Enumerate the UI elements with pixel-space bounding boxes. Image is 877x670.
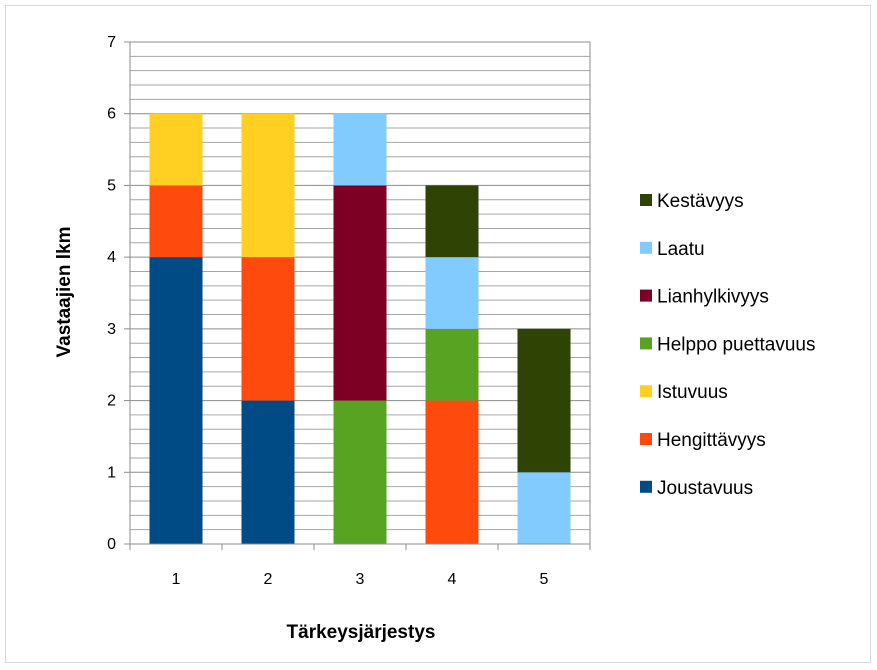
bar-1-istuvuus	[149, 113, 203, 186]
x-tick-labels: 1 2 3 4 5	[172, 571, 549, 588]
legend-label: Istuvuus	[657, 382, 728, 403]
legend-swatch	[640, 480, 652, 493]
bar-3-helppo-puettavuus	[333, 400, 387, 544]
y-tick-label: 6	[107, 106, 116, 123]
legend-swatch	[640, 385, 652, 398]
legend-label: Lianhylkivyys	[657, 287, 769, 308]
bar-4-kestävyys	[425, 185, 479, 258]
y-tick-label: 7	[107, 34, 116, 51]
legend-swatch	[640, 194, 652, 206]
bar-1-hengittävyys	[149, 185, 203, 258]
legend-label: Joustavuus	[657, 478, 753, 499]
bar-4-laatu	[425, 257, 479, 329]
legend-label: Kestävyys	[657, 191, 744, 212]
bar-3-lianhylkivyys	[333, 185, 387, 401]
bar-2-joustavuus	[241, 400, 295, 544]
legend-label: Laatu	[657, 239, 705, 260]
legend: Kestävyys Laatu Lianhylkivyys Helppo puetta…	[640, 191, 815, 499]
bar-4-hengittävyys	[425, 400, 479, 544]
legend-label: Helppo puettavuus	[657, 334, 815, 355]
bar-4-helppo-puettavuus	[425, 328, 479, 401]
y-tick-label: 4	[107, 249, 116, 266]
bar-3-laatu	[333, 113, 387, 186]
x-tick-label: 1	[172, 571, 181, 588]
y-tick-label: 1	[107, 464, 116, 481]
legend-swatch	[640, 241, 652, 254]
bar-1-joustavuus	[149, 257, 203, 544]
legend-swatch	[640, 289, 652, 302]
y-tick-label: 5	[107, 177, 116, 194]
x-tick-label: 5	[540, 571, 549, 588]
axes	[124, 41, 591, 550]
x-axis-title: Tärkeysjärjestys	[287, 622, 436, 643]
y-tick-labels: 0 1 2 3 4 5 6 7	[107, 34, 116, 553]
x-tick-label: 4	[448, 571, 457, 588]
y-tick-label: 0	[107, 536, 116, 553]
bars	[149, 113, 571, 544]
y-tick-label: 2	[107, 393, 116, 410]
legend-swatch	[640, 433, 652, 445]
y-axis-title: Vastaajien lkm	[54, 227, 75, 358]
bar-2-istuvuus	[241, 113, 295, 258]
x-tick-label: 3	[356, 571, 365, 588]
x-tick-label: 2	[264, 571, 273, 588]
legend-label: Hengittävyys	[657, 430, 766, 451]
bar-5-laatu	[517, 472, 571, 544]
bar-2-hengittävyys	[241, 257, 295, 401]
bar-5-kestävyys	[517, 328, 571, 473]
y-tick-label: 3	[107, 321, 116, 338]
legend-swatch	[640, 337, 652, 350]
